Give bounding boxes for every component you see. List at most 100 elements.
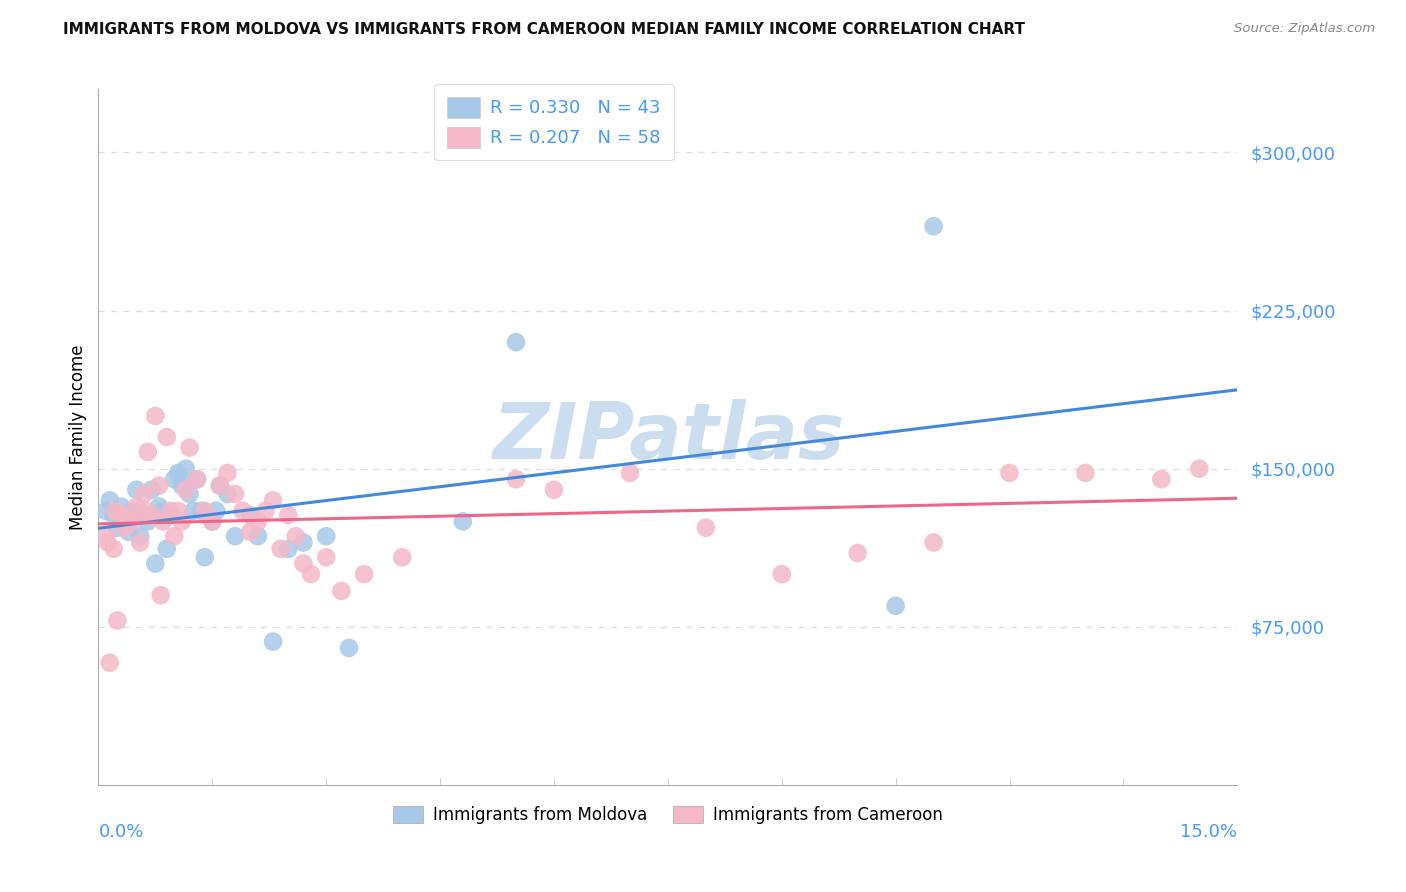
Text: Source: ZipAtlas.com: Source: ZipAtlas.com [1234, 22, 1375, 36]
Point [170, 478, 193, 492]
Point [922, 535, 945, 549]
Point [156, 541, 179, 556]
Point [232, 504, 254, 518]
Point [194, 550, 217, 565]
Point [208, 478, 231, 492]
Point [121, 504, 143, 518]
Point [125, 500, 148, 514]
Point [505, 472, 527, 486]
Point [846, 546, 869, 560]
Point [152, 504, 174, 518]
Point [217, 487, 239, 501]
Point [103, 541, 125, 556]
Point [141, 508, 163, 522]
Point [94, 504, 117, 518]
Point [107, 614, 129, 628]
Point [179, 441, 201, 455]
Text: 0.0%: 0.0% [98, 823, 143, 841]
Point [770, 567, 793, 582]
Point [330, 584, 353, 599]
Point [114, 515, 136, 529]
Point [114, 521, 136, 535]
Point [884, 599, 907, 613]
Point [136, 445, 159, 459]
Point [505, 335, 527, 350]
Point [292, 535, 315, 549]
Point [145, 557, 167, 571]
Point [270, 541, 292, 556]
Point [134, 504, 156, 518]
Point [262, 634, 284, 648]
Point [132, 487, 155, 501]
Point [190, 504, 212, 518]
Point [186, 472, 208, 486]
Point [167, 504, 190, 518]
Point [174, 483, 197, 497]
Point [284, 529, 307, 543]
Point [125, 483, 148, 497]
Point [337, 640, 360, 655]
Text: 15.0%: 15.0% [1180, 823, 1237, 841]
Text: IMMIGRANTS FROM MOLDOVA VS IMMIGRANTS FROM CAMEROON MEDIAN FAMILY INCOME CORRELA: IMMIGRANTS FROM MOLDOVA VS IMMIGRANTS FR… [63, 22, 1025, 37]
Text: ZIPatlas: ZIPatlas [492, 399, 844, 475]
Point [391, 550, 413, 565]
Point [201, 515, 224, 529]
Point [94, 529, 117, 543]
Point [159, 508, 181, 522]
Point [110, 500, 132, 514]
Point [262, 493, 284, 508]
Legend: Immigrants from Moldova, Immigrants from Cameroon: Immigrants from Moldova, Immigrants from… [385, 797, 950, 832]
Point [1188, 461, 1211, 475]
Y-axis label: Median Family Income: Median Family Income [69, 344, 87, 530]
Point [239, 524, 262, 539]
Point [277, 508, 299, 522]
Point [148, 500, 170, 514]
Point [179, 487, 201, 501]
Point [156, 430, 179, 444]
Point [186, 472, 208, 486]
Point [277, 541, 299, 556]
Point [239, 508, 262, 522]
Point [141, 483, 163, 497]
Point [104, 504, 127, 518]
Point [159, 504, 181, 518]
Point [998, 466, 1021, 480]
Point [205, 504, 228, 518]
Point [163, 472, 186, 486]
Point [292, 557, 315, 571]
Point [145, 409, 167, 423]
Point [315, 550, 337, 565]
Point [107, 521, 129, 535]
Point [136, 515, 159, 529]
Point [201, 515, 224, 529]
Point [183, 504, 205, 518]
Point [1074, 466, 1097, 480]
Point [246, 515, 269, 529]
Point [152, 515, 174, 529]
Point [170, 515, 193, 529]
Point [121, 515, 143, 529]
Point [118, 524, 141, 539]
Point [224, 487, 246, 501]
Point [129, 535, 152, 549]
Point [695, 521, 717, 535]
Point [299, 567, 322, 582]
Point [118, 515, 141, 529]
Point [451, 515, 474, 529]
Point [224, 529, 246, 543]
Point [208, 478, 231, 492]
Point [353, 567, 375, 582]
Point [98, 493, 121, 508]
Point [148, 478, 170, 492]
Point [132, 508, 155, 522]
Point [174, 461, 197, 475]
Point [103, 508, 125, 522]
Point [110, 508, 132, 522]
Point [129, 529, 152, 543]
Point [96, 535, 118, 549]
Point [543, 483, 565, 497]
Point [254, 504, 277, 518]
Point [217, 466, 239, 480]
Point [163, 529, 186, 543]
Point [98, 656, 121, 670]
